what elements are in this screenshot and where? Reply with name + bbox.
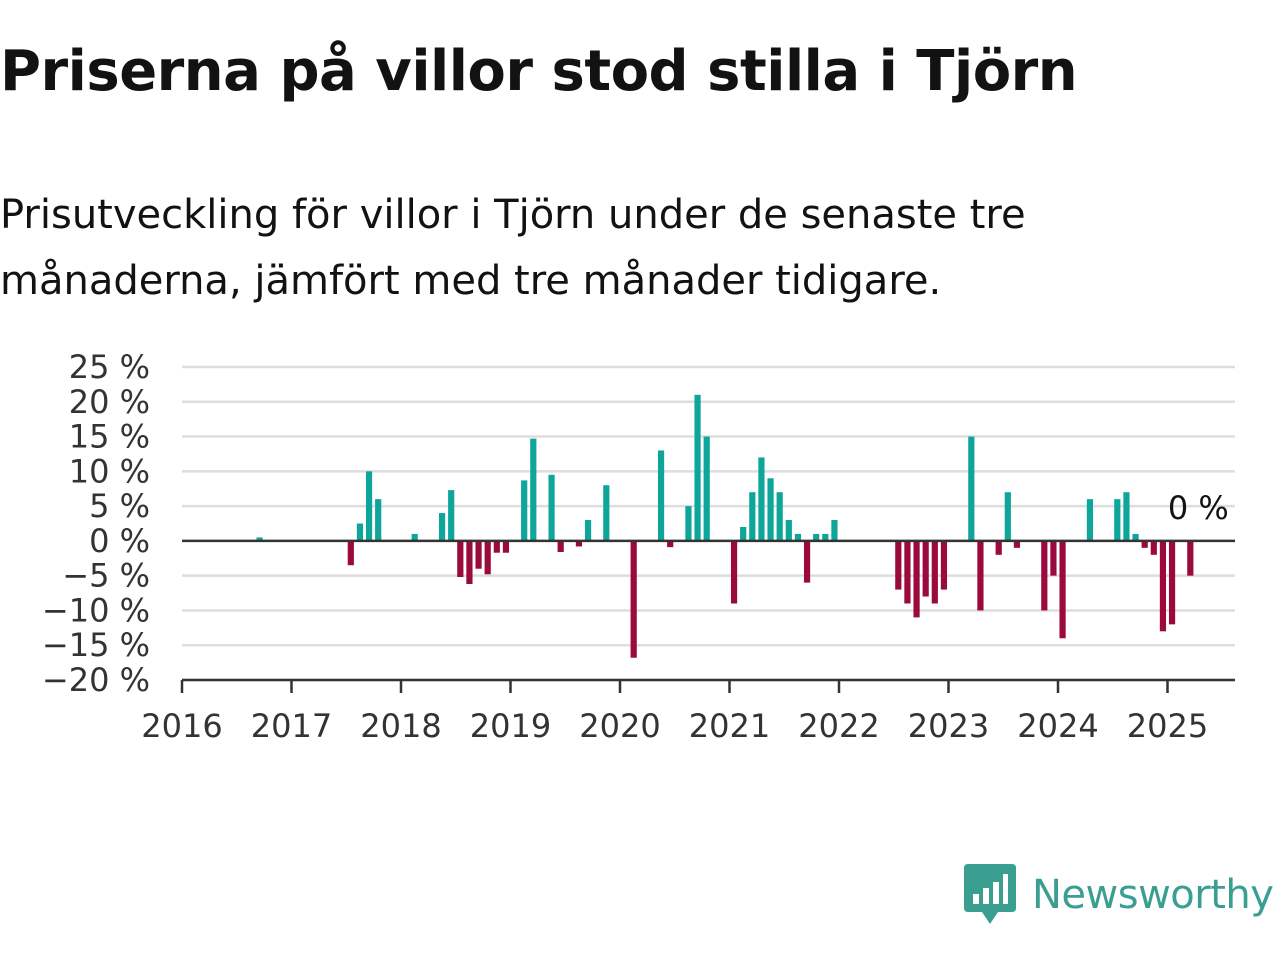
bar (375, 499, 382, 541)
bar (968, 436, 975, 541)
y-tick-label: 20 % (69, 383, 150, 421)
bar (694, 394, 701, 541)
y-tick-label: −10 % (42, 591, 150, 629)
x-tick-label: 2022 (798, 707, 879, 745)
bar (1004, 492, 1011, 541)
newsworthy-logo: Newsworthy (964, 864, 1274, 926)
bar (749, 492, 756, 541)
bar (776, 492, 783, 541)
bars (256, 394, 1194, 658)
bar (356, 523, 364, 541)
bar (438, 513, 446, 541)
bar (575, 540, 583, 547)
x-tick-label: 2016 (141, 707, 222, 745)
x-axis: 2016 2017 2018 2019 2020 2021 2022 2023 2024 2025 (141, 539, 1235, 745)
bar (584, 520, 592, 541)
bar (831, 520, 838, 541)
bar (995, 540, 1002, 555)
newsworthy-logo-icon (964, 864, 1016, 924)
bar (657, 450, 665, 541)
chart-title: Priserna på villor stod stilla i Tjörn (0, 39, 1078, 104)
bar (1123, 492, 1130, 541)
bar (466, 540, 473, 585)
bar (1150, 540, 1157, 555)
y-tick-label: 25 % (69, 348, 150, 386)
bar (813, 533, 820, 541)
bar (730, 540, 738, 604)
bar (484, 540, 491, 575)
x-tick-label: 2021 (689, 707, 770, 745)
bar (1168, 540, 1176, 625)
bar (603, 485, 610, 541)
y-tick-label: −20 % (42, 661, 150, 699)
bar-chart: 25 %20 %15 %10 %5 %0 %−5 %−10 %−15 %−20 … (42, 348, 1235, 745)
x-tick-label: 2023 (908, 707, 989, 745)
bar (1086, 499, 1094, 541)
bar (256, 537, 263, 541)
bar (922, 540, 929, 597)
bar (411, 533, 418, 541)
bar (475, 540, 482, 569)
bar (931, 540, 938, 604)
y-tick-label: 0 % (89, 522, 150, 560)
bar (703, 436, 710, 541)
bar (895, 540, 902, 590)
bar (940, 540, 948, 590)
last-value-annotation: 0 % (1168, 489, 1229, 527)
bar (1114, 499, 1121, 541)
bar (457, 540, 464, 578)
bar (365, 471, 373, 541)
y-tick-label: −5 % (62, 557, 150, 595)
x-tick-label: 2025 (1127, 707, 1208, 745)
bar (785, 520, 792, 541)
bar (803, 540, 811, 583)
bar (521, 480, 528, 541)
bar (758, 457, 765, 541)
y-tick-label: −15 % (42, 626, 150, 664)
bar (767, 478, 774, 541)
bar (822, 533, 829, 541)
bar (1159, 540, 1167, 632)
bar (1059, 540, 1066, 639)
bar (493, 540, 500, 553)
brand-name: Newsworthy (1032, 872, 1274, 918)
bar (530, 438, 537, 541)
bar (977, 540, 984, 611)
chart-subtitle: Prisutveckling för villor i Tjörn under … (0, 192, 1026, 304)
bar (913, 540, 920, 618)
bar (904, 540, 911, 604)
bar (1187, 540, 1194, 576)
bar (1132, 533, 1139, 541)
y-tick-label: 10 % (69, 452, 150, 490)
y-axis-labels: 25 %20 %15 %10 %5 %0 %−5 %−10 %−15 %−20 … (42, 348, 150, 699)
bar (548, 474, 555, 541)
bar (1050, 540, 1057, 576)
y-tick-label: 5 % (89, 487, 150, 525)
bar (502, 540, 510, 553)
bar (630, 540, 637, 658)
bar (740, 526, 747, 541)
y-tick-label: 15 % (69, 418, 150, 456)
x-tick-label: 2019 (470, 707, 551, 745)
bar (1041, 540, 1048, 611)
bar (794, 533, 802, 541)
bar (1141, 540, 1148, 548)
bar (1013, 540, 1021, 548)
bar (685, 506, 692, 541)
x-tick-label: 2017 (251, 707, 332, 745)
x-tick-label: 2020 (579, 707, 660, 745)
x-tick-label: 2018 (360, 707, 441, 745)
bar (448, 490, 455, 541)
bar (667, 540, 674, 548)
bar (557, 540, 564, 553)
bar (347, 540, 354, 566)
x-tick-label: 2024 (1017, 707, 1098, 745)
